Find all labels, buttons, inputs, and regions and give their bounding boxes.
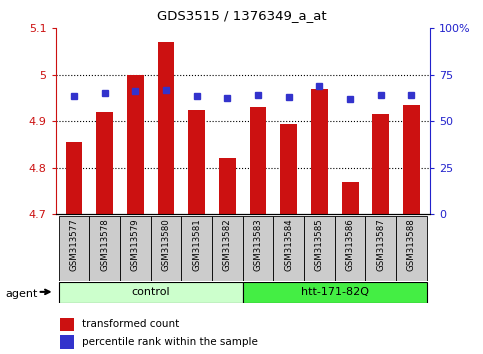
Bar	[403, 105, 420, 214]
Text: GSM313577: GSM313577	[70, 218, 78, 271]
Bar	[181, 216, 212, 281]
Text: GSM313585: GSM313585	[315, 218, 324, 271]
Bar	[60, 335, 74, 349]
Bar	[151, 216, 181, 281]
Bar	[58, 216, 89, 281]
Bar	[243, 216, 273, 281]
Bar	[311, 89, 328, 214]
Bar	[96, 112, 113, 214]
Bar	[372, 114, 389, 214]
Text: GSM313583: GSM313583	[254, 218, 263, 271]
Bar	[250, 107, 267, 214]
Bar	[127, 75, 144, 214]
Text: control: control	[131, 287, 170, 297]
Bar	[243, 282, 427, 303]
Text: transformed count: transformed count	[82, 319, 180, 329]
Bar	[60, 318, 74, 331]
Bar	[188, 110, 205, 214]
Bar	[280, 124, 297, 214]
Bar	[366, 216, 396, 281]
Bar	[66, 142, 83, 214]
Text: agent: agent	[6, 289, 38, 299]
Bar	[335, 216, 366, 281]
Text: percentile rank within the sample: percentile rank within the sample	[82, 337, 258, 347]
Text: GSM313580: GSM313580	[161, 218, 170, 271]
Text: GSM313578: GSM313578	[100, 218, 109, 271]
Bar	[219, 159, 236, 214]
Text: GSM313586: GSM313586	[346, 218, 355, 271]
Bar	[120, 216, 151, 281]
Text: GSM313582: GSM313582	[223, 218, 232, 271]
Bar	[212, 216, 243, 281]
Bar	[157, 42, 174, 214]
Text: htt-171-82Q: htt-171-82Q	[301, 287, 369, 297]
Bar	[273, 216, 304, 281]
Bar	[89, 216, 120, 281]
Text: GSM313581: GSM313581	[192, 218, 201, 271]
Bar	[396, 216, 427, 281]
Bar	[304, 216, 335, 281]
Text: GSM313587: GSM313587	[376, 218, 385, 271]
Text: GSM313584: GSM313584	[284, 218, 293, 271]
Bar	[58, 282, 243, 303]
Text: GSM313588: GSM313588	[407, 218, 416, 271]
Bar	[341, 182, 358, 214]
Text: GSM313579: GSM313579	[131, 218, 140, 270]
Text: GDS3515 / 1376349_a_at: GDS3515 / 1376349_a_at	[156, 9, 327, 22]
